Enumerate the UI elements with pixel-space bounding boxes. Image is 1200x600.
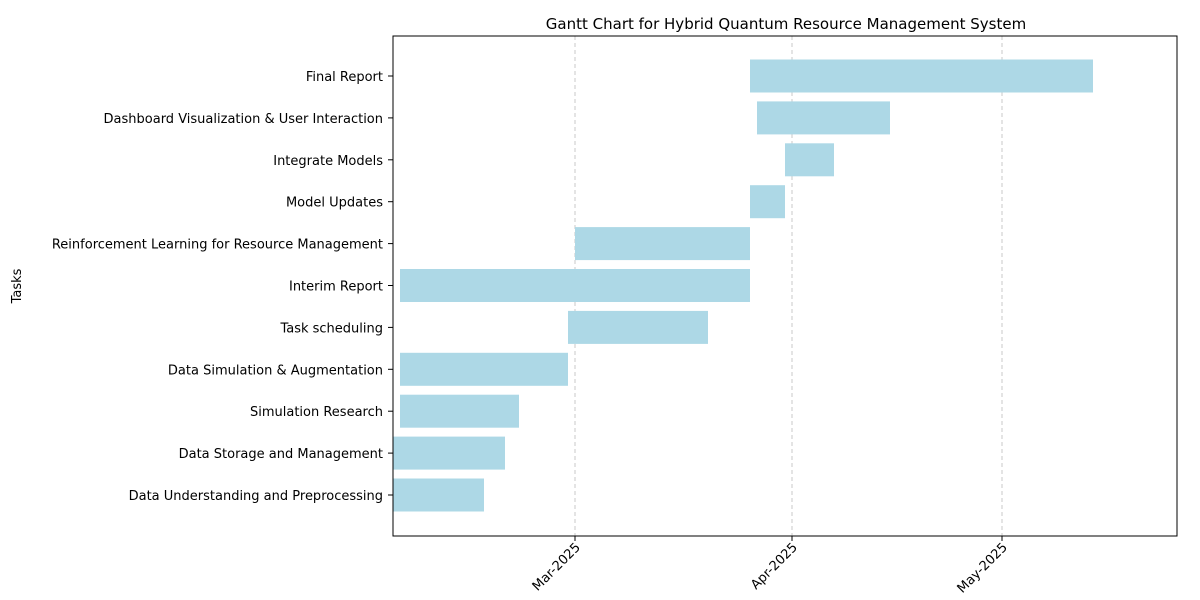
y-axis-label: Tasks xyxy=(10,268,25,304)
x-tick-label: Apr-2025 xyxy=(748,540,801,593)
x-tick-label: Mar-2025 xyxy=(530,540,584,594)
y-tick-label: Interim Report xyxy=(289,280,383,295)
task-bar xyxy=(400,394,519,428)
task-bar xyxy=(568,310,708,344)
y-tick-label: Model Updates xyxy=(286,196,383,211)
x-tick-label: May-2025 xyxy=(955,540,1011,596)
y-tick-label: Data Simulation & Augmentation xyxy=(168,363,383,378)
chart-title: Gantt Chart for Hybrid Quantum Resource … xyxy=(546,15,1026,33)
y-tick-label: Data Storage and Management xyxy=(179,447,383,462)
task-bar xyxy=(400,269,750,302)
task-bar xyxy=(393,478,484,512)
y-tick-label: Dashboard Visualization & User Interacti… xyxy=(104,112,383,127)
task-bar xyxy=(750,185,785,219)
y-tick-label: Final Report xyxy=(306,70,383,85)
task-bar xyxy=(400,352,568,386)
y-ticks: Data Understanding and Preprocessing Data… xyxy=(52,70,393,504)
x-ticks: Mar-2025 Apr-2025 May-2025 xyxy=(530,536,1011,596)
task-bar xyxy=(575,227,750,261)
bars xyxy=(393,59,1093,512)
y-tick-label: Simulation Research xyxy=(250,405,383,420)
y-tick-label: Data Understanding and Preprocessing xyxy=(129,489,383,504)
task-bar xyxy=(750,59,1093,93)
grid-lines xyxy=(574,36,1003,536)
task-bar xyxy=(757,101,890,135)
task-bar xyxy=(785,143,834,177)
y-tick-label: Task scheduling xyxy=(279,321,383,336)
y-tick-label: Reinforcement Learning for Resource Mana… xyxy=(52,238,383,253)
task-bar xyxy=(393,436,505,470)
plot-frame xyxy=(392,35,1178,537)
y-tick-label: Integrate Models xyxy=(273,154,383,169)
